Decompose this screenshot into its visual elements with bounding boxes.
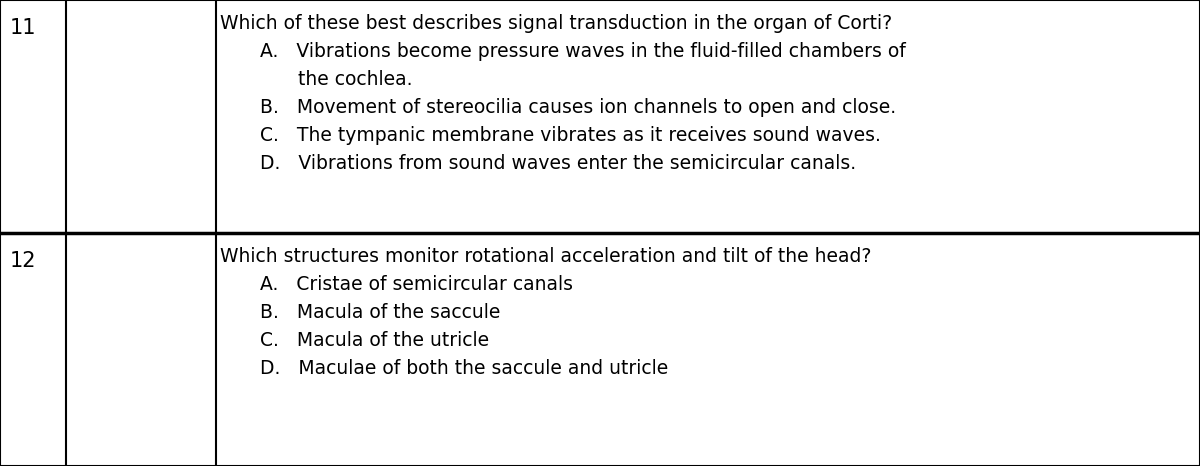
Text: C.   Macula of the utricle: C. Macula of the utricle	[260, 331, 490, 350]
Text: 11: 11	[10, 18, 36, 38]
Text: 12: 12	[10, 251, 36, 271]
Text: D.   Maculae of both the saccule and utricle: D. Maculae of both the saccule and utric…	[260, 359, 668, 378]
Text: Which structures monitor rotational acceleration and tilt of the head?: Which structures monitor rotational acce…	[220, 247, 871, 266]
Text: A.   Vibrations become pressure waves in the fluid-filled chambers of: A. Vibrations become pressure waves in t…	[260, 42, 906, 61]
Text: the cochlea.: the cochlea.	[298, 70, 413, 89]
Text: A.   Cristae of semicircular canals: A. Cristae of semicircular canals	[260, 275, 574, 294]
Text: D.   Vibrations from sound waves enter the semicircular canals.: D. Vibrations from sound waves enter the…	[260, 154, 856, 173]
Text: Which of these best describes signal transduction in the organ of Corti?: Which of these best describes signal tra…	[220, 14, 892, 33]
Text: B.   Movement of stereocilia causes ion channels to open and close.: B. Movement of stereocilia causes ion ch…	[260, 98, 896, 117]
Text: C.   The tympanic membrane vibrates as it receives sound waves.: C. The tympanic membrane vibrates as it …	[260, 126, 881, 145]
Text: B.   Macula of the saccule: B. Macula of the saccule	[260, 303, 500, 322]
